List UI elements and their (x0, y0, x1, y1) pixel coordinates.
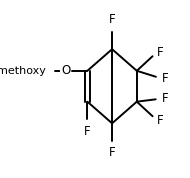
Text: methoxy: methoxy (0, 66, 46, 76)
Text: F: F (162, 92, 168, 105)
Text: F: F (109, 146, 115, 159)
Text: O: O (61, 64, 70, 77)
Text: F: F (162, 72, 168, 85)
Text: F: F (84, 125, 91, 138)
Text: F: F (157, 46, 164, 59)
Text: F: F (157, 114, 164, 127)
Text: F: F (109, 13, 115, 26)
